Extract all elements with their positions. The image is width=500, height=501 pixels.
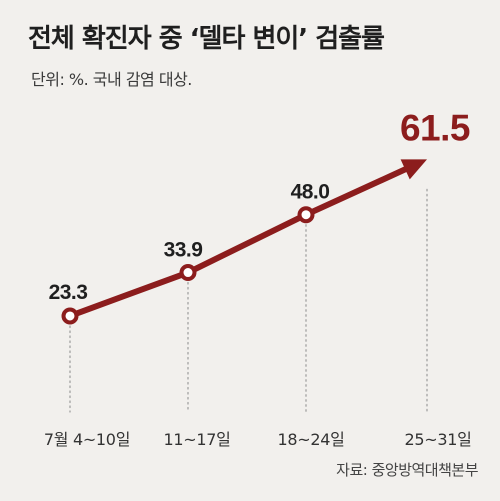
x-tick-label-1: 7월 4~10일 [44,430,130,449]
series-line-segment-3 [303,165,410,218]
data-point-1 [61,307,79,325]
source-note: 자료: 중앙방역대책본부 [336,461,478,479]
series-line-segment-1 [67,269,191,319]
arrowhead-icon [400,159,427,180]
data-label-1: 23.3 [49,281,88,304]
x-tick-label-2: 11~17일 [163,430,230,449]
x-tick-label-4: 25~31일 [404,430,471,449]
series-line-segment-2 [185,211,309,276]
data-label-2: 33.9 [164,239,203,262]
x-tick-label-3: 18~24일 [277,430,344,449]
data-label-4: 61.5 [400,107,470,148]
data-point-2 [179,264,197,282]
chart-title: 전체 확진자 중 ‘델타 변이’ 검출률 [28,24,385,54]
chart-subtitle: 단위: %. 국내 감염 대상. [31,70,192,89]
data-label-3: 48.0 [291,181,330,204]
data-point-3 [297,206,315,224]
